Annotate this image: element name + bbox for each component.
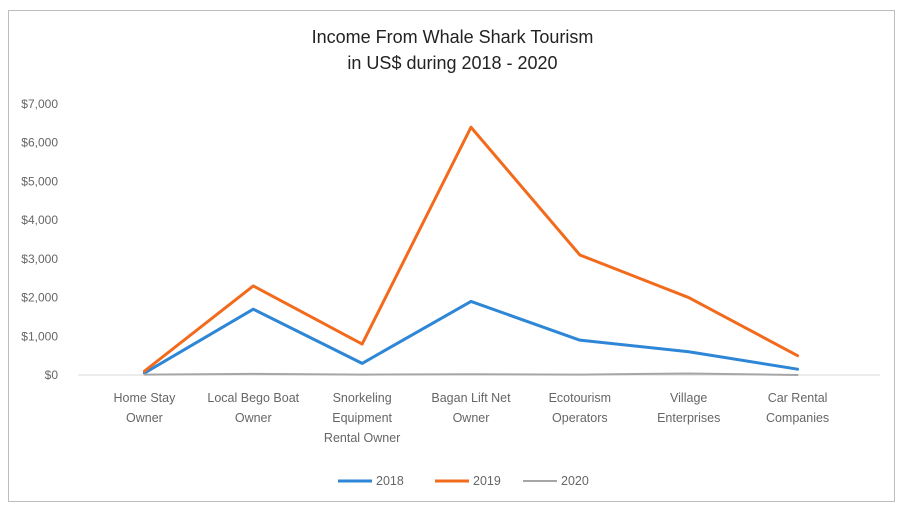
legend-label-2020: 2020 [561, 474, 589, 488]
y-tick-label: $0 [45, 368, 59, 382]
y-tick-label: $7,000 [21, 97, 58, 111]
x-category-label: Local Bego Boat Owner [207, 391, 299, 425]
y-tick-label: $3,000 [21, 252, 58, 266]
y-tick-label: $1,000 [21, 329, 58, 343]
x-category-label: Car Rental Companies [766, 391, 829, 425]
series-line-2019 [142, 125, 800, 373]
y-tick-label: $5,000 [21, 174, 58, 188]
chart-title-line-1: Income From Whale Shark Tourism [311, 27, 594, 47]
x-category-label: Bagan Lift Net Owner [431, 391, 511, 425]
x-category-label: Ecotourism Operators [549, 391, 612, 425]
y-tick-label: $4,000 [21, 213, 58, 227]
x-category-label: Home Stay Owner [114, 391, 177, 425]
chart-frame [8, 10, 895, 502]
chart-title-line-2: in US$ during 2018 - 2020 [347, 53, 558, 73]
legend-label-2019: 2019 [473, 474, 501, 488]
chart-title: Income From Whale Shark Tourism in US$ d… [0, 24, 905, 76]
x-axis: Home Stay Owner Local Bego Boat Owner Snorke… [78, 374, 880, 445]
series-line-2018 [142, 299, 800, 375]
series-layer [142, 125, 800, 376]
y-tick-label: $2,000 [21, 291, 58, 305]
legend-label-2018: 2018 [376, 474, 404, 488]
y-axis: $0 $1,000 $2,000 $3,000 $4,000 $5,000 $6,000 $7… [21, 97, 58, 382]
legend: 2018 2019 2020 [338, 474, 589, 488]
y-tick-label: $6,000 [21, 136, 58, 150]
x-category-label: Snorkeling Equipment Rental Owner [324, 391, 400, 445]
x-category-label: Village Enterprises [657, 391, 720, 425]
